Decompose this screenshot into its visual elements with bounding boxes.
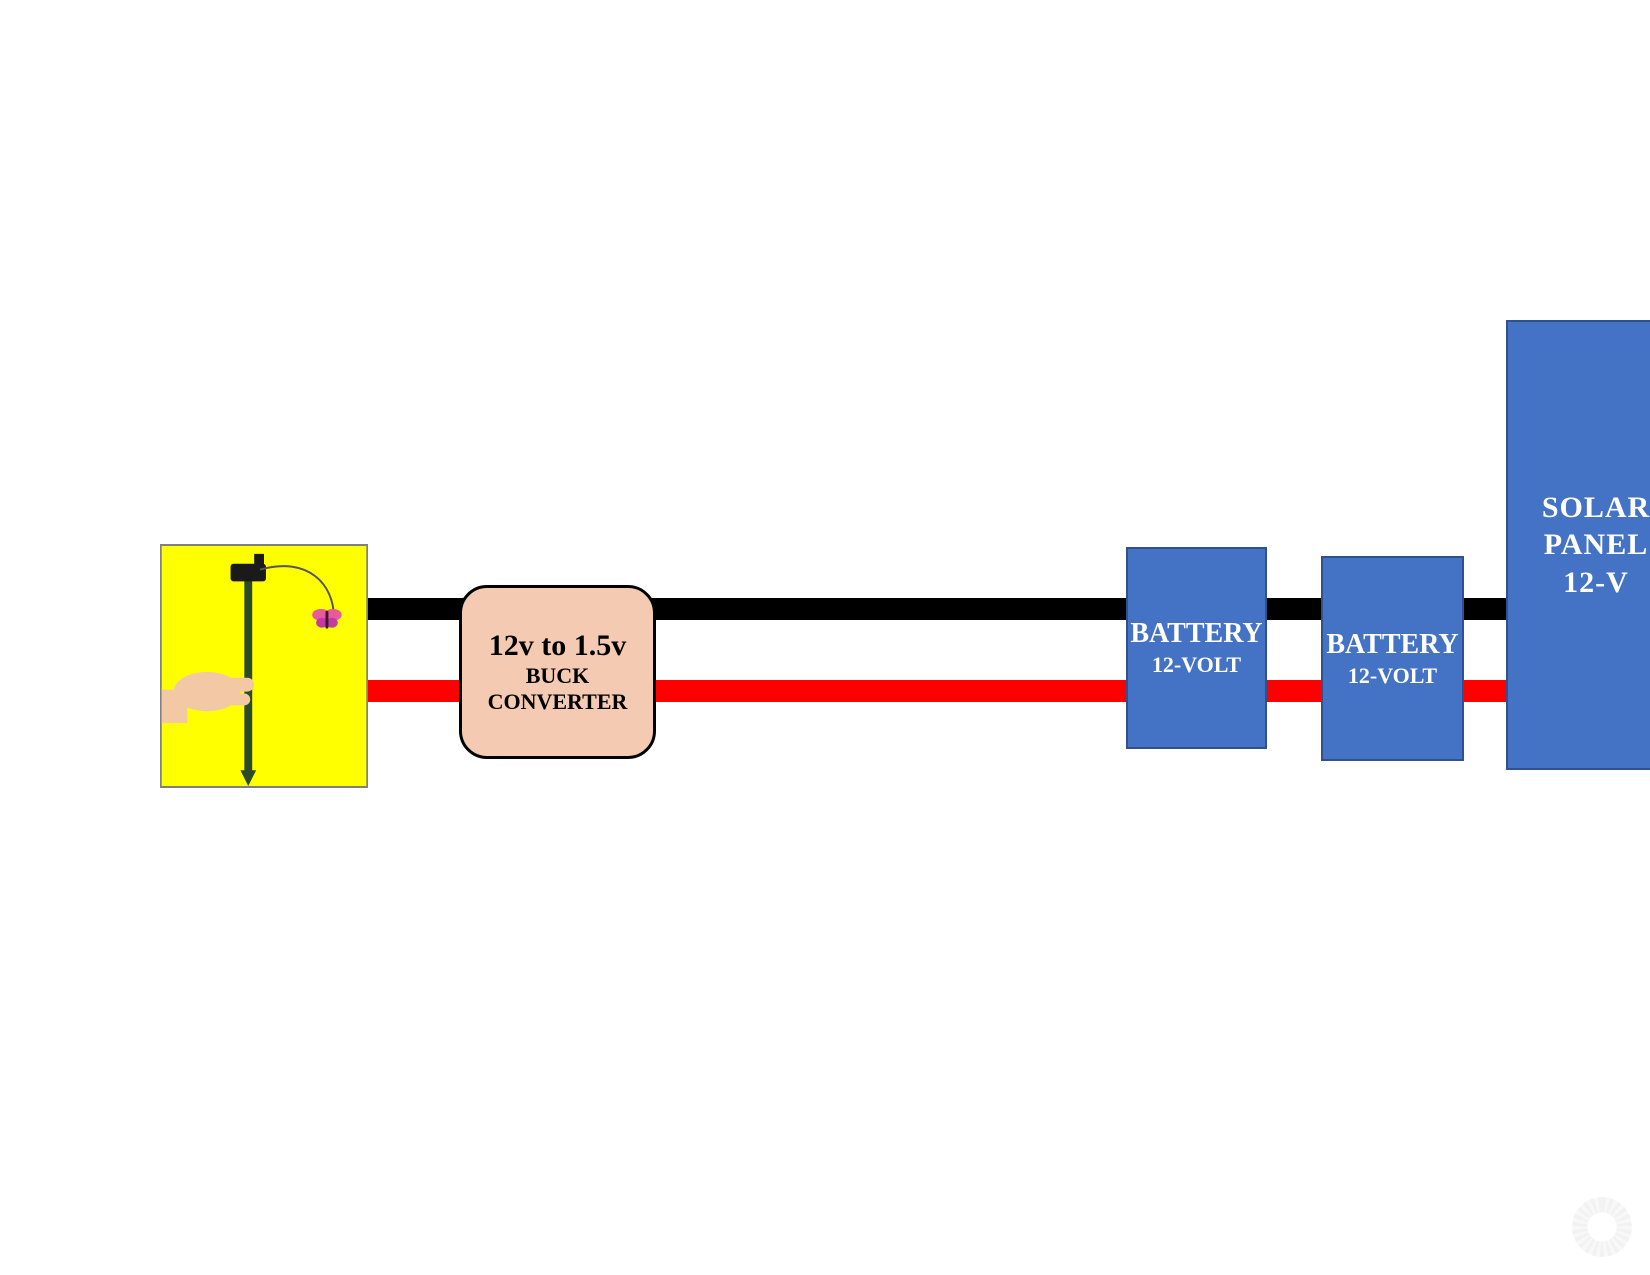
battery-2-box: BATTERY 12-VOLT: [1321, 556, 1464, 761]
buck-converter-box: 12v to 1.5v BUCK CONVERTER: [459, 585, 656, 759]
solar-panel-box: SOLAR PANEL 12-V: [1506, 320, 1650, 770]
solar-label-1: SOLAR: [1542, 489, 1650, 527]
watermark-icon: [1572, 1197, 1632, 1257]
device-load-box: [160, 544, 368, 788]
converter-type-label-2: CONVERTER: [488, 689, 628, 715]
battery-1-label: BATTERY: [1130, 618, 1262, 650]
diagram-canvas: 12v to 1.5v BUCK CONVERTER BATTERY 12-VO…: [0, 0, 1650, 1275]
battery-1-box: BATTERY 12-VOLT: [1126, 547, 1267, 749]
solar-label-3: 12-V: [1563, 564, 1629, 602]
converter-voltage-label: 12v to 1.5v: [489, 629, 627, 663]
solar-label-2: PANEL: [1544, 526, 1648, 564]
converter-type-label-1: BUCK: [526, 663, 590, 689]
battery-2-label: BATTERY: [1326, 629, 1458, 661]
device-illustration: [160, 546, 368, 786]
battery-1-voltage: 12-VOLT: [1152, 652, 1241, 677]
battery-2-voltage: 12-VOLT: [1348, 663, 1437, 688]
